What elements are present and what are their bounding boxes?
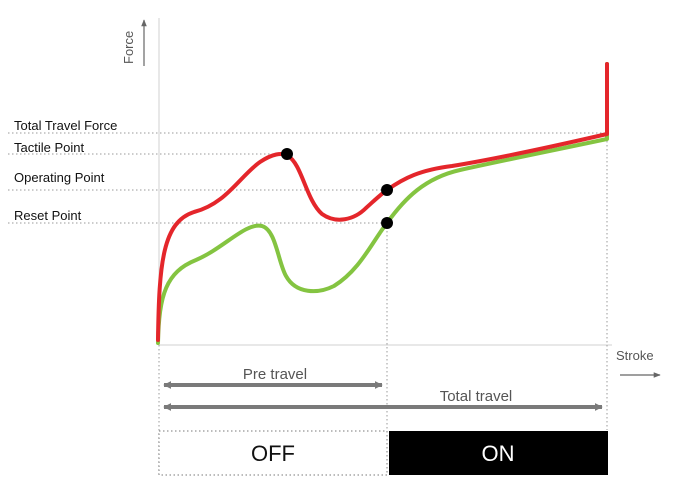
x-axis-label: Stroke xyxy=(616,348,654,363)
pre-travel-label: Pre travel xyxy=(243,366,307,383)
operating-point-label: Operating Point xyxy=(14,170,105,185)
press-curve xyxy=(156,62,609,342)
total-travel-force-label: Total Travel Force xyxy=(14,118,117,133)
tactile-point-label: Tactile Point xyxy=(14,140,84,155)
reset-point-label: Reset Point xyxy=(14,208,82,223)
release-curve xyxy=(156,62,609,345)
off-state-box xyxy=(158,430,388,476)
off-state-label: OFF xyxy=(251,441,295,466)
on-state-box xyxy=(389,431,608,475)
y-axis-label: Force xyxy=(121,31,136,64)
reset-point-marker xyxy=(381,217,393,229)
tactile-point-marker xyxy=(281,148,293,160)
on-state-label: ON xyxy=(482,441,515,466)
operating-point-marker xyxy=(381,184,393,196)
total-travel-label: Total travel xyxy=(440,388,513,405)
